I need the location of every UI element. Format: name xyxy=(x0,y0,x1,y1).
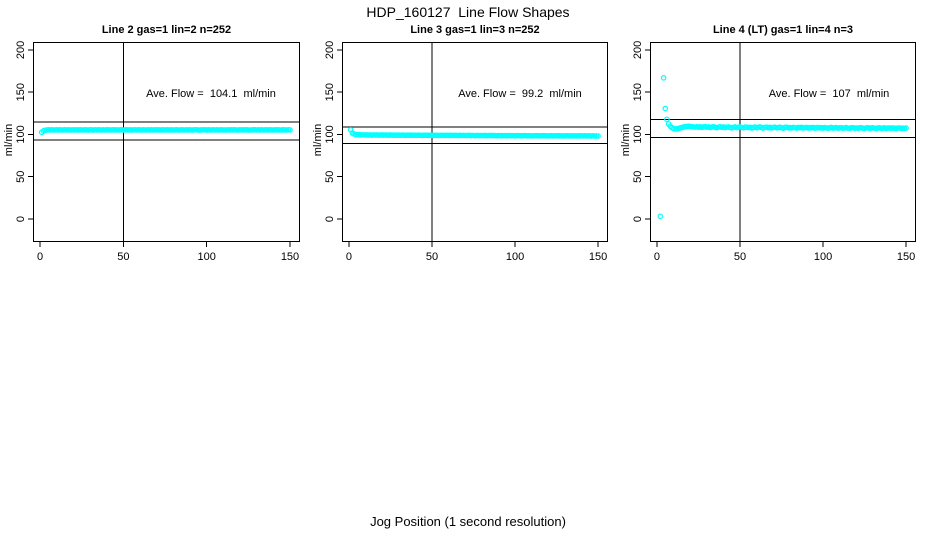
x-tick-label: 50 xyxy=(734,251,746,263)
data-point xyxy=(595,133,601,139)
data-point xyxy=(903,125,909,131)
plot-frame xyxy=(650,42,916,242)
y-tick-label: 100 xyxy=(324,125,336,143)
y-tick-label: 100 xyxy=(15,125,27,143)
x-tick-label: 0 xyxy=(37,251,43,263)
y-tick-label: 50 xyxy=(15,171,27,183)
y-tick-label: 0 xyxy=(324,216,336,222)
x-tick-label: 100 xyxy=(506,251,524,263)
data-point xyxy=(664,116,670,123)
y-tick-label: 200 xyxy=(632,41,644,59)
data-points xyxy=(347,127,601,139)
y-tick-label: 50 xyxy=(632,171,644,183)
ave-flow-annotation-line3: Ave. Flow = 99.2 ml/min xyxy=(458,88,582,100)
x-tick-label: 50 xyxy=(426,251,438,263)
x-tick-label: 0 xyxy=(346,251,352,263)
x-tick-label: 150 xyxy=(897,251,915,263)
panel-title-line2: Line 2 gas=1 lin=2 n=252 xyxy=(101,24,232,36)
y-tick-label: 50 xyxy=(324,171,336,183)
main-title: HDP_160127 Line Flow Shapes xyxy=(366,4,570,20)
y-tick-label: 150 xyxy=(15,83,27,101)
panel-2: 0 50 100 150 0 50 100 150 200 ml/min xyxy=(312,41,608,263)
y-tick-label: 100 xyxy=(632,125,644,143)
y-tick-label: 150 xyxy=(632,83,644,101)
data-point xyxy=(660,75,667,81)
plot-frame xyxy=(342,42,608,242)
plot-frame xyxy=(33,42,300,242)
panel-3: 0 50 100 150 0 50 100 150 200 ml/min xyxy=(620,41,916,263)
x-axis-label: Jog Position (1 second resolution) xyxy=(370,514,566,529)
x-tick-label: 0 xyxy=(654,251,660,263)
data-point xyxy=(657,213,664,220)
data-point xyxy=(662,105,669,112)
y-axis-label: ml/min xyxy=(312,124,324,156)
x-tick-label: 150 xyxy=(589,251,607,263)
panel-title-line3: Line 3 gas=1 lin=3 n=252 xyxy=(410,24,540,36)
panel-1: 0 50 100 150 0 50 100 150 200 ml/min xyxy=(3,41,300,263)
y-tick-label: 0 xyxy=(15,216,27,222)
y-tick-label: 200 xyxy=(15,41,27,59)
data-points xyxy=(38,126,293,136)
ave-flow-annotation-line4: Ave. Flow = 107 ml/min xyxy=(768,88,890,100)
x-tick-label: 100 xyxy=(197,251,215,263)
y-axis-label: ml/min xyxy=(620,124,632,156)
data-point xyxy=(287,127,293,133)
y-tick-label: 0 xyxy=(632,216,644,222)
data-points xyxy=(657,75,909,220)
y-tick-label: 150 xyxy=(324,83,336,101)
x-tick-label: 50 xyxy=(117,251,129,263)
ave-flow-annotation-line2: Ave. Flow = 104.1 ml/min xyxy=(146,88,276,100)
y-tick-label: 200 xyxy=(324,41,336,59)
panel-title-line4: Line 4 (LT) gas=1 lin=4 n=3 xyxy=(712,24,854,36)
x-tick-label: 100 xyxy=(814,251,832,263)
x-tick-label: 150 xyxy=(281,251,299,263)
y-axis-label: ml/min xyxy=(3,124,15,156)
